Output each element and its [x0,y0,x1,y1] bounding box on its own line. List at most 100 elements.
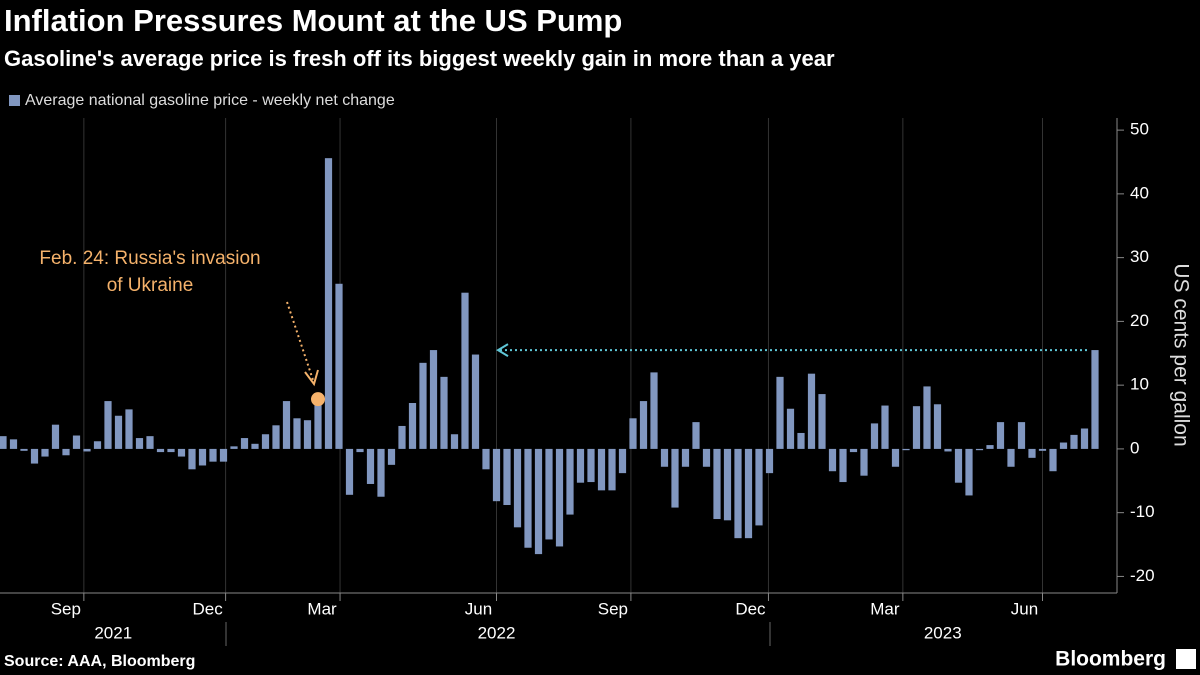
bar [534,448,543,555]
bar [0,436,7,449]
bar [797,432,805,449]
bar [93,441,102,449]
bar [954,448,963,483]
bar [503,448,511,506]
bar [177,448,186,457]
bar [944,448,952,452]
bar [839,448,847,483]
bar [1049,448,1057,472]
bar [450,434,459,449]
bar [1017,422,1026,449]
bar [314,399,322,449]
bar [209,448,217,462]
bar [786,408,795,449]
bar [282,401,291,449]
bar [461,292,469,449]
legend-label: Average national gasoline price - weekly… [25,92,395,109]
year-label: 2023 [924,623,962,642]
bar [587,448,595,483]
bar [996,422,1005,449]
bar [345,448,354,495]
bar [776,376,784,449]
bar [692,422,700,449]
bar [513,448,522,528]
bar [188,448,196,470]
brand: Bloomberg [1055,648,1166,671]
bar [272,425,280,449]
y-tick-label: -10 [1130,502,1155,521]
bar [83,448,91,452]
bar [104,401,112,449]
bar [734,448,742,539]
bar [765,448,774,474]
x-tick-label: Mar [307,599,337,618]
chart-title: Inflation Pressures Mount at the US Pump [4,3,622,38]
y-tick-label: 0 [1130,438,1139,457]
bar [72,435,81,449]
annotation-arrow [286,301,314,381]
bar [849,448,858,453]
bar [555,448,564,547]
bar [650,372,658,449]
bar [324,158,333,449]
bar [1038,448,1047,451]
bar [114,415,123,449]
bar [923,386,931,449]
x-tick-label: Dec [192,599,223,618]
source: Source: AAA, Bloomberg [4,653,195,670]
bar [891,448,900,467]
bar [482,448,490,470]
bar [303,420,312,449]
bar [629,418,637,449]
bar [818,394,826,449]
bar [566,448,574,515]
bar [660,448,669,467]
bar [881,405,889,449]
bar [702,448,711,467]
y-tick-label: 50 [1130,120,1149,139]
bar [125,409,133,449]
bar [1091,350,1099,449]
bar [608,448,616,491]
y-tick-label: 20 [1130,311,1149,330]
legend-swatch [9,95,20,106]
bar [986,445,994,449]
bar [20,448,28,451]
brand-icon [1176,649,1196,669]
bar [713,448,721,520]
bar [618,448,627,474]
bar [408,403,417,449]
bar [870,423,879,449]
bar [261,434,270,449]
bar [429,350,438,449]
bar [135,438,144,449]
bar [335,283,343,449]
annotation-dot [311,392,325,407]
bar [1080,428,1089,449]
y-tick-label: 40 [1130,183,1149,202]
annotation-text: of Ukraine [107,275,194,296]
bar [471,354,480,449]
bar [240,438,249,449]
x-tick-label: Mar [870,599,900,618]
bar [965,448,973,496]
bar [41,448,49,457]
bar [492,448,501,502]
bar [1007,448,1015,467]
x-tick-label: Jun [1011,599,1038,618]
bar [230,446,238,449]
y-axis-label: US cents per gallon [1169,263,1192,446]
bar [671,448,679,508]
bar [62,448,70,456]
bar [30,448,39,464]
bar [807,373,816,449]
x-tick-label: Jun [465,599,492,618]
bar [198,448,207,466]
x-tick-label: Dec [735,599,766,618]
bar [723,448,732,521]
bar [524,448,532,548]
bar [545,448,553,540]
bar [912,406,921,449]
bar [251,443,259,449]
bar [219,448,228,462]
